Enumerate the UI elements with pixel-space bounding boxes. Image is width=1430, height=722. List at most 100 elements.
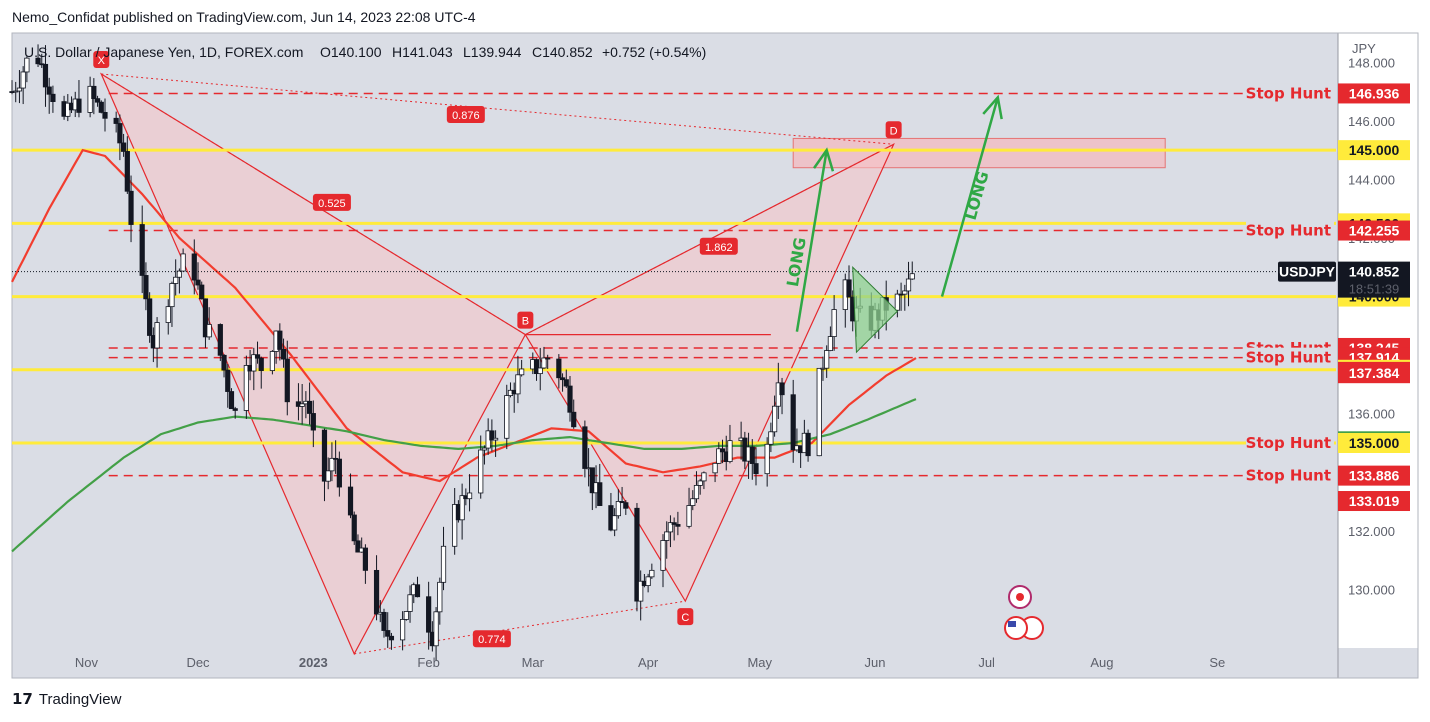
candle-body[interactable] [414, 584, 421, 598]
candle-body[interactable] [347, 486, 354, 516]
candle-body[interactable] [362, 547, 369, 571]
candle-body[interactable] [154, 322, 160, 349]
candle-body[interactable] [541, 357, 547, 369]
candle-body[interactable] [716, 448, 722, 464]
candle-body[interactable] [697, 480, 703, 486]
candle-body[interactable] [459, 495, 465, 521]
candle-body[interactable] [35, 57, 41, 65]
candle-body[interactable] [433, 611, 439, 647]
candle-body[interactable] [176, 270, 182, 278]
candle-body[interactable] [772, 405, 778, 433]
candle-body[interactable] [91, 85, 97, 100]
candle-body[interactable] [254, 354, 261, 359]
candle-body[interactable] [909, 273, 915, 280]
candle-body[interactable] [102, 112, 108, 119]
candle-body[interactable] [712, 462, 718, 474]
candle-body[interactable] [426, 596, 432, 633]
candle-body[interactable] [76, 98, 82, 113]
candle-body[interactable] [169, 283, 175, 308]
candle-body[interactable] [466, 492, 473, 500]
candle-body[interactable] [582, 426, 588, 469]
candle-body[interactable] [492, 437, 499, 441]
candle-body[interactable] [686, 505, 692, 527]
candle-body[interactable] [16, 87, 23, 92]
candle-body[interactable] [504, 395, 510, 439]
candle-body[interactable] [228, 391, 235, 410]
candle-body[interactable] [139, 224, 145, 276]
candle-body[interactable] [202, 298, 209, 338]
candle-body[interactable] [128, 190, 134, 225]
candle-body[interactable] [325, 470, 331, 482]
candle-body[interactable] [623, 502, 629, 509]
candle-body[interactable] [675, 524, 681, 527]
candle-body[interactable] [831, 309, 837, 337]
candle-body[interactable] [232, 408, 238, 411]
candle-body[interactable] [481, 447, 488, 451]
candle-body[interactable] [634, 507, 640, 602]
candle-body[interactable] [816, 367, 822, 457]
candle-body[interactable] [489, 430, 495, 441]
candle-body[interactable] [24, 57, 30, 73]
candle-body[interactable] [749, 446, 755, 464]
candle-body[interactable] [571, 411, 577, 428]
candle-body[interactable] [612, 515, 618, 531]
candle-body[interactable] [638, 580, 644, 602]
candle-body[interactable] [336, 458, 342, 488]
candle-body[interactable] [667, 522, 674, 533]
candle-body[interactable] [46, 86, 52, 95]
candle-body[interactable] [13, 90, 19, 93]
candle-body[interactable] [258, 357, 264, 371]
candle-body[interactable] [563, 379, 569, 387]
candle-body[interactable] [117, 123, 123, 144]
candle-body[interactable] [664, 531, 670, 541]
candle-body[interactable] [20, 71, 26, 89]
candle-body[interactable] [191, 253, 197, 281]
candle-body[interactable] [719, 448, 726, 453]
candle-body[interactable] [589, 467, 595, 494]
candle-body[interactable] [121, 142, 127, 152]
candle-body[interactable] [381, 611, 387, 631]
candle-body[interactable] [649, 569, 655, 578]
candle-body[interactable] [597, 482, 603, 506]
candle-body[interactable] [764, 443, 770, 475]
candle-body[interactable] [173, 276, 179, 284]
candle-body[interactable] [280, 349, 287, 360]
candle-body[interactable] [645, 576, 651, 587]
candle-body[interactable] [559, 377, 566, 381]
candle-body[interactable] [690, 498, 696, 506]
candle-body[interactable] [113, 117, 119, 124]
candle-body[interactable] [225, 369, 231, 392]
candle-body[interactable] [894, 293, 900, 311]
candle-body[interactable] [355, 540, 361, 553]
candle-body[interactable] [805, 432, 811, 457]
candle-body[interactable] [124, 151, 130, 192]
candle-body[interactable] [753, 463, 759, 475]
candle-body[interactable] [768, 431, 774, 445]
candle-body[interactable] [306, 400, 313, 414]
candle-body[interactable] [269, 351, 276, 371]
candle-body[interactable] [824, 350, 830, 369]
candle-body[interactable] [790, 394, 796, 451]
candle-body[interactable] [403, 611, 409, 620]
candle-body[interactable] [660, 540, 666, 571]
candle-body[interactable] [310, 413, 316, 431]
candle-body[interactable] [206, 324, 212, 338]
candle-body[interactable] [827, 336, 834, 351]
candle-body[interactable] [905, 278, 912, 292]
candle-body[interactable] [727, 440, 733, 462]
candle-body[interactable] [165, 306, 171, 323]
us-flag-icon[interactable] [1004, 616, 1028, 640]
candle-body[interactable] [693, 485, 700, 500]
candle-body[interactable] [199, 284, 205, 300]
candle-body[interactable] [284, 358, 290, 403]
candle-body[interactable] [615, 501, 621, 517]
candle-body[interactable] [143, 275, 149, 300]
candle-body[interactable] [98, 101, 104, 113]
candle-body[interactable] [519, 368, 525, 376]
candle-body[interactable] [221, 354, 227, 371]
candle-body[interactable] [619, 501, 625, 504]
candle-body[interactable] [277, 330, 283, 350]
candle-body[interactable] [385, 630, 391, 637]
candle-body[interactable] [329, 457, 335, 472]
